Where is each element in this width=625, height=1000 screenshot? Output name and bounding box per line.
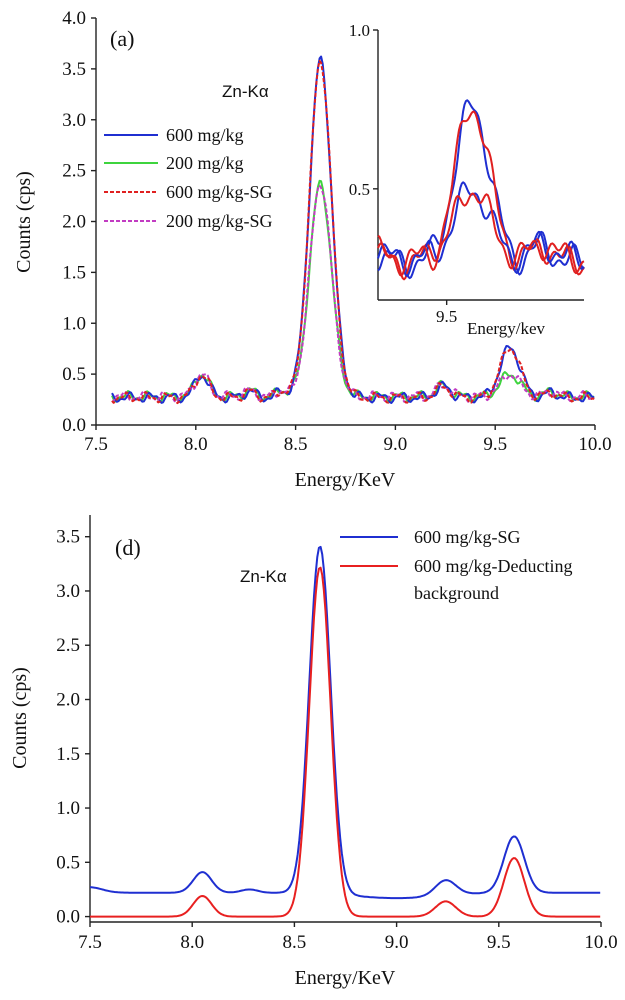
inset-ytick-label: 1.0: [349, 21, 370, 40]
panel-d-y-label: Counts (cps): [9, 667, 31, 769]
panel-a-ytick-label: 0.0: [62, 415, 86, 436]
legend-label-600: 600 mg/kg: [166, 125, 244, 145]
panel-d-xtick-label: 9.5: [487, 932, 511, 953]
legend-label-200: 200 mg/kg: [166, 153, 244, 173]
panel-a: 0.0 0.5 1.0 1.5 2.0 2.5 3.0 3.5 4.0 7.5 8.0 8.5 9.0…: [13, 8, 612, 491]
panel-a-series-line: [111, 59, 595, 405]
panel-d-series-line: [90, 566, 601, 918]
panel-a-label: (a): [110, 26, 134, 51]
inset-ytick-label: 0.5: [349, 180, 370, 199]
legend-label-200-sg: 200 mg/kg-SG: [166, 211, 273, 231]
legend-label-sg: 600 mg/kg-SG: [414, 527, 521, 547]
inset-series-line: [377, 181, 585, 277]
panel-a-zn-annotation: Zn-Kα: [222, 82, 269, 101]
panel-a-xtick-label: 10.0: [578, 434, 611, 455]
panel-d-label: (d): [115, 535, 141, 560]
panel-a-inset: 0.5 1.0 9.5 Energy/kev: [349, 21, 585, 338]
panel-a-x-label: Energy/KeV: [295, 469, 396, 491]
panel-a-ytick-label: 3.5: [62, 59, 86, 80]
inset-series-line: [377, 110, 585, 281]
inset-series-line: [377, 192, 585, 277]
panel-d: 0.0 0.5 1.0 1.5 2.0 2.5 3.0 3.5 7.5 8.0 8.5 9.0 9.5…: [9, 515, 618, 989]
panel-a-ytick-label: 2.5: [62, 161, 86, 182]
panel-a-ytick-label: 0.5: [62, 364, 86, 385]
panel-d-xtick-label: 8.5: [283, 932, 307, 953]
panel-a-y-label: Counts (cps): [13, 171, 35, 273]
inset-x-label: Energy/kev: [467, 319, 546, 338]
panel-a-ytick-label: 3.0: [62, 110, 86, 131]
panel-d-ytick-label: 3.0: [56, 581, 80, 602]
legend-label-deduct-1: 600 mg/kg-Deducting: [414, 556, 572, 576]
panel-d-xtick-label: 7.5: [78, 932, 102, 953]
panel-a-series-line: [111, 184, 595, 403]
legend-label-600-sg: 600 mg/kg-SG: [166, 182, 273, 202]
panel-d-ytick-label: 2.0: [56, 690, 80, 711]
panel-a-ytick-label: 1.5: [62, 262, 86, 283]
panel-d-ytick-label: 2.5: [56, 635, 80, 656]
panel-d-ytick-label: 1.0: [56, 798, 80, 819]
panel-a-ytick-label: 2.0: [62, 212, 86, 233]
panel-d-series-line: [90, 545, 601, 900]
panel-a-legend: 600 mg/kg 200 mg/kg 600 mg/kg-SG 200 mg/…: [104, 125, 273, 231]
panel-d-zn-annotation: Zn-Kα: [240, 567, 287, 586]
panel-a-ytick-label: 4.0: [62, 8, 86, 29]
panel-d-x-label: Energy/KeV: [295, 967, 396, 989]
panel-d-ytick-label: 0.0: [56, 907, 80, 928]
inset-xtick-label: 9.5: [436, 307, 457, 326]
panel-d-legend: 600 mg/kg-SG 600 mg/kg-Deducting backgro…: [340, 527, 572, 603]
panel-a-xtick-label: 8.5: [284, 434, 308, 455]
panel-a-xtick-label: 8.0: [184, 434, 208, 455]
panel-a-xtick-label: 7.5: [84, 434, 108, 455]
panel-d-xtick-label: 9.0: [385, 932, 409, 953]
panel-a-ytick-label: 1.0: [62, 313, 86, 334]
panel-a-xtick-label: 9.5: [483, 434, 507, 455]
panel-d-ytick-label: 1.5: [56, 744, 80, 765]
legend-label-deduct-2: background: [414, 583, 499, 603]
panel-a-xtick-label: 9.0: [384, 434, 408, 455]
panel-d-xtick-label: 10.0: [584, 932, 617, 953]
panel-d-ytick-label: 3.5: [56, 527, 80, 548]
panel-d-xtick-label: 8.0: [180, 932, 204, 953]
panel-d-ytick-label: 0.5: [56, 852, 80, 873]
